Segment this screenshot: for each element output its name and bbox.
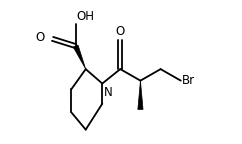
Text: N: N — [104, 86, 113, 99]
Polygon shape — [138, 81, 143, 109]
Text: O: O — [35, 31, 45, 44]
Text: Br: Br — [182, 74, 195, 87]
Polygon shape — [73, 45, 86, 69]
Text: O: O — [116, 25, 125, 38]
Text: OH: OH — [76, 10, 94, 23]
